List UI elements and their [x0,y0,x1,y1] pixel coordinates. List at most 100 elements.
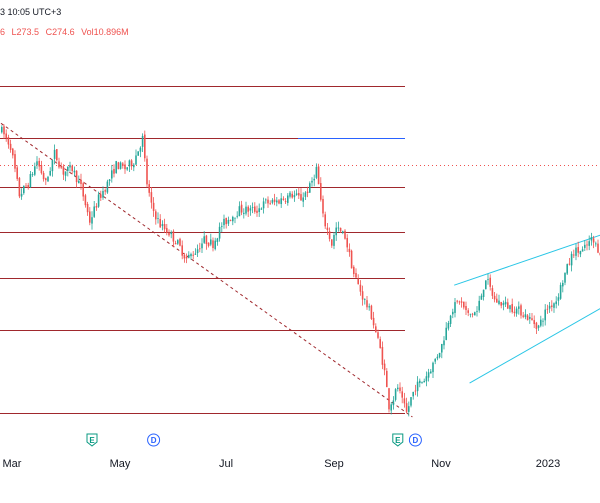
candle [584,240,586,252]
candle [438,352,441,359]
candle [300,188,302,201]
candle [405,397,408,413]
candle [36,156,38,169]
candle [458,300,461,305]
candle [570,251,573,272]
candle [388,387,390,413]
candle [441,343,443,359]
candle [592,235,595,249]
candle [403,392,406,408]
candle [29,170,32,189]
candle [157,212,159,224]
candle [247,205,249,218]
candle [346,234,348,252]
candle [366,296,368,310]
candle [3,124,5,139]
candle [25,183,27,188]
candle [58,157,60,169]
candle [471,312,474,318]
low-value: L273.5 [11,27,40,37]
candle [513,306,516,317]
candle [269,200,271,205]
candle [221,222,223,233]
candle [324,211,326,229]
trendline [0,122,413,418]
candle [194,248,197,256]
candle [434,358,436,365]
candle [317,163,320,185]
candle [381,341,384,370]
candle [161,220,164,231]
candle [295,189,298,196]
candle [148,180,150,197]
candle [489,274,491,291]
candle [476,306,478,317]
candle [201,238,203,254]
candle [146,155,148,188]
ohlc-legend: 6 L273.5 C274.6 Vol10.896M [0,27,129,37]
candle [42,170,45,182]
candle [320,177,322,202]
candle [491,285,494,300]
candle [427,368,430,382]
candle [469,313,472,318]
candle [71,164,73,175]
candle [595,241,597,247]
candle [544,304,546,326]
candle [421,381,423,384]
candle [172,229,175,248]
candle [416,376,419,397]
candle [386,368,388,388]
candle [174,240,177,245]
candle [115,160,117,174]
candle [537,324,540,331]
candle [84,193,87,208]
candle [511,298,513,314]
event-marker-earnings[interactable]: E [392,433,404,447]
candle [137,151,139,156]
event-marker-dividend[interactable]: D [408,433,422,447]
candle [287,193,289,206]
candle [463,301,465,310]
candle [368,303,370,311]
candle [256,205,258,217]
candle [425,371,428,387]
candle [551,300,553,312]
candle [337,221,340,232]
candle [348,243,351,257]
candle [408,401,410,417]
candle [20,188,23,200]
candle [410,397,412,408]
candle [91,211,93,230]
candle [179,237,181,247]
candle [553,302,555,313]
x-axis: Mar May Jul Sep Nov 2023 [3,458,561,470]
candle [436,354,439,361]
candle [309,181,311,193]
candle [502,300,505,311]
event-marker-dividend[interactable]: D [147,433,161,447]
candle [447,320,450,331]
candle [546,304,549,314]
x-tick-label: Jul [219,458,233,470]
candle [361,285,364,306]
candle [493,291,496,303]
candle [526,314,529,321]
candle [485,280,487,290]
x-tick-label: Mar [3,458,22,470]
candle [311,177,313,187]
candle [350,249,353,269]
candle [117,161,120,170]
event-marker-earnings[interactable]: E [86,433,98,447]
candle [38,157,40,171]
candle [199,242,201,253]
candle [331,239,333,248]
candle [75,170,78,188]
candle [144,130,146,162]
candle [102,186,104,200]
candle [399,382,401,394]
candle [432,361,434,378]
candle [289,191,291,199]
